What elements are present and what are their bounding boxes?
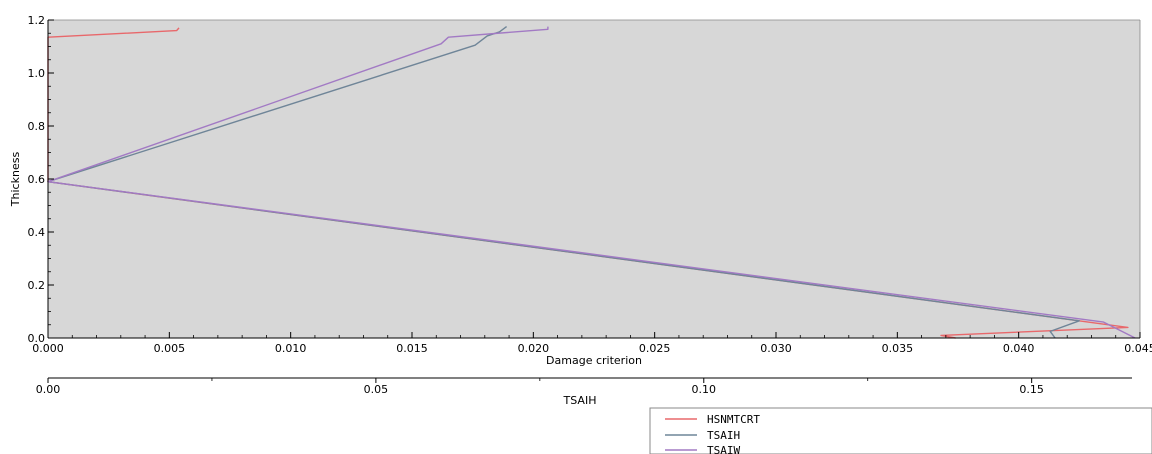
- y-tick-label: 0.4: [28, 226, 46, 239]
- secondary-axis-layer: 0.00 0.05 0.10 0.15: [36, 377, 1132, 396]
- x-tick-label: 0.000: [32, 342, 64, 355]
- x-tick-label: 0.030: [760, 342, 792, 355]
- legend: HSNMTCRT TSAIH TSAIW: [649, 407, 1152, 454]
- x-tick-label: 0.045: [1124, 342, 1152, 355]
- x-tick-label: 0.020: [518, 342, 550, 355]
- x-tick-label: 0.015: [396, 342, 428, 355]
- secondary-x-tick-label: 0.00: [36, 383, 61, 396]
- x-tick-label: 0.005: [154, 342, 186, 355]
- legend-label-hsnmtcrt: HSNMTCRT: [707, 413, 760, 426]
- y-tick-label: 1.2: [28, 14, 46, 27]
- legend-label-tsaiw: TSAIW: [707, 444, 740, 454]
- legend-box: [649, 407, 1152, 454]
- y-tick-label: 0.8: [28, 120, 46, 133]
- x-axis-title: Damage criterion: [546, 354, 642, 367]
- y-tick-label: 0.0: [28, 332, 46, 345]
- secondary-x-tick-label: 0.10: [692, 383, 717, 396]
- series-line-tsaiw: [47, 26, 1136, 339]
- x-tick-label: 0.040: [1003, 342, 1035, 355]
- plot-area: [48, 20, 1140, 338]
- legend-label-tsaih: TSAIH: [707, 429, 740, 442]
- secondary-x-tick-label: 0.15: [1019, 383, 1044, 396]
- x-tick-label: 0.025: [639, 342, 671, 355]
- series-line-tsaih: [47, 26, 1081, 339]
- x-tick-label: 0.035: [882, 342, 914, 355]
- axes-layer: 0.000 0.005 0.010 0.015 0.020 0.025 0.030 0.035…: [28, 14, 1152, 355]
- secondary-x-axis-title: TSAIH: [563, 394, 597, 407]
- y-axis-title: Thickness: [9, 152, 22, 208]
- y-tick-label: 1.0: [28, 67, 46, 80]
- secondary-x-tick-label: 0.05: [364, 383, 389, 396]
- y-tick-label: 0.6: [28, 173, 46, 186]
- y-tick-label: 0.2: [28, 279, 46, 292]
- x-tick-label: 0.010: [275, 342, 307, 355]
